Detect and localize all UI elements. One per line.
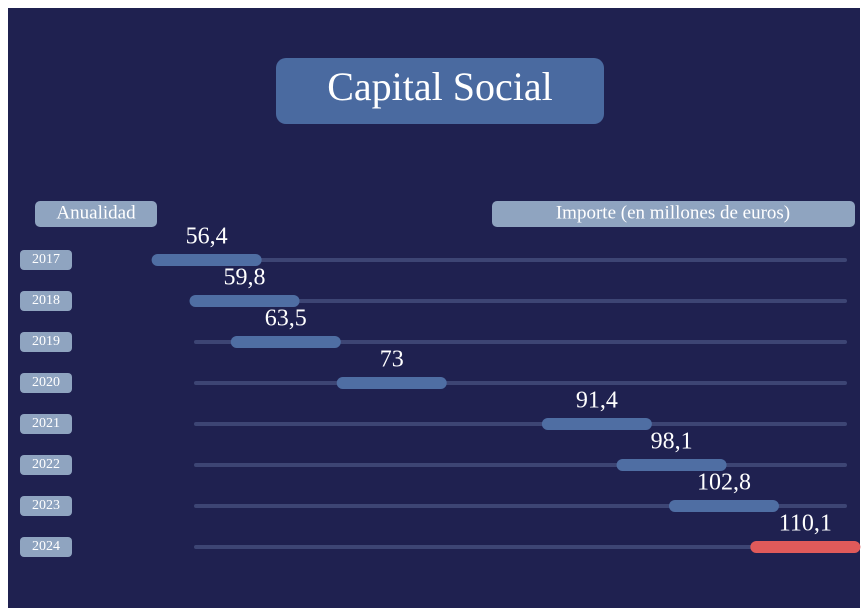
year-box (20, 373, 72, 393)
year-label: 2020 (32, 375, 60, 390)
year-box (20, 496, 72, 516)
year-box (20, 537, 72, 557)
year-label: 2018 (32, 293, 60, 308)
year-box (20, 291, 72, 311)
year-label: 2024 (32, 539, 60, 554)
year-label: 2017 (32, 252, 60, 267)
year-label: 2022 (32, 457, 60, 472)
value-label: 63,5 (265, 306, 307, 332)
value-segment (541, 418, 652, 430)
value-label-box (492, 201, 855, 227)
value-label: 102,8 (697, 470, 751, 496)
value-segment (151, 254, 262, 266)
value-label: 59,8 (224, 265, 266, 291)
value-label: 91,4 (576, 388, 618, 414)
year-box (20, 455, 72, 475)
year-box (20, 250, 72, 270)
value-segment (616, 459, 727, 471)
category-label-box (35, 201, 157, 227)
value-label: 56,4 (186, 224, 228, 250)
year-label: 2023 (32, 498, 60, 513)
chart-title: Capital Social (327, 64, 553, 109)
year-box (20, 414, 72, 434)
year-label: 2019 (32, 334, 60, 349)
year-box (20, 332, 72, 352)
value-label: 73 (380, 347, 404, 373)
value-segment (336, 377, 447, 389)
value-segment (189, 295, 300, 307)
value-axis-label: Importe (en millones de euros) (556, 202, 790, 223)
title-box (276, 58, 604, 124)
value-segment (668, 500, 779, 512)
value-label: 98,1 (651, 429, 693, 455)
year-label: 2021 (32, 416, 60, 431)
value-segment (750, 541, 861, 553)
category-axis-label: Anualidad (56, 202, 136, 223)
value-label: 110,1 (779, 511, 832, 537)
value-segment (230, 336, 341, 348)
